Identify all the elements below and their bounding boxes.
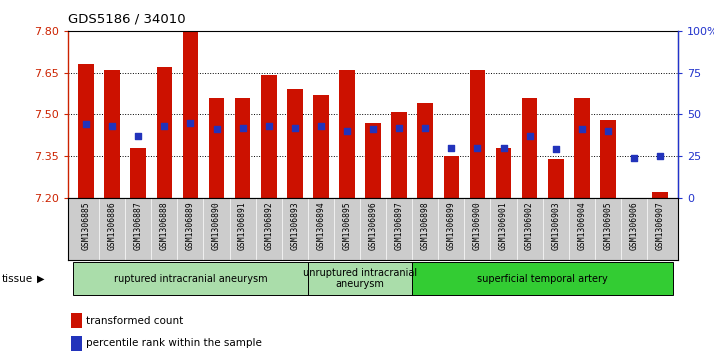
Point [420,125,431,131]
Bar [496,148,511,198]
Text: GSM1306905: GSM1306905 [603,201,613,250]
Point [628,155,640,161]
Text: GSM1306896: GSM1306896 [368,201,378,250]
Point [315,123,326,129]
Bar [71,336,82,351]
Point [367,126,378,132]
Text: GSM1306897: GSM1306897 [395,201,403,250]
Text: percentile rank within the sample: percentile rank within the sample [86,338,262,348]
Bar [79,64,94,198]
Bar [366,123,381,198]
Point [576,126,588,132]
Bar [287,89,303,198]
Text: transformed count: transformed count [86,316,183,326]
Bar [313,95,328,198]
Bar [104,70,120,198]
Point [550,147,561,152]
Bar [339,70,355,198]
Text: GSM1306890: GSM1306890 [212,201,221,250]
Point [237,125,248,131]
Text: GSM1306894: GSM1306894 [316,201,326,250]
Bar [600,120,615,198]
Bar [470,70,486,198]
Point [211,126,222,132]
Text: GSM1306907: GSM1306907 [655,201,665,250]
Text: GSM1306904: GSM1306904 [578,201,586,250]
Bar [235,98,251,198]
FancyBboxPatch shape [73,262,308,295]
Text: unruptured intracranial
aneurysm: unruptured intracranial aneurysm [303,268,417,289]
Text: GSM1306906: GSM1306906 [630,201,638,250]
Bar [183,31,198,198]
Text: GSM1306898: GSM1306898 [421,201,430,250]
Point [106,123,118,129]
Bar [548,159,563,198]
Text: GSM1306903: GSM1306903 [551,201,560,250]
Text: GDS5186 / 34010: GDS5186 / 34010 [68,13,186,26]
Text: GSM1306887: GSM1306887 [134,201,143,250]
Point [602,128,613,134]
Text: GSM1306899: GSM1306899 [447,201,456,250]
Bar [391,111,407,198]
Text: tissue: tissue [2,274,34,284]
Text: GSM1306888: GSM1306888 [160,201,169,250]
Point [263,123,274,129]
Point [498,145,509,151]
Text: GSM1306901: GSM1306901 [499,201,508,250]
Text: GSM1306889: GSM1306889 [186,201,195,250]
Point [393,125,405,131]
Point [524,133,536,139]
Text: GSM1306885: GSM1306885 [81,201,91,250]
Bar [131,148,146,198]
Bar [522,98,538,198]
Point [185,120,196,126]
Bar [156,67,172,198]
Point [289,125,301,131]
Bar [261,76,276,198]
Point [133,133,144,139]
Text: GSM1306886: GSM1306886 [108,201,116,250]
Bar [418,103,433,198]
Text: ruptured intracranial aneurysm: ruptured intracranial aneurysm [114,274,267,284]
Text: GSM1306902: GSM1306902 [525,201,534,250]
Bar [71,313,82,329]
Text: GSM1306891: GSM1306891 [238,201,247,250]
Point [472,145,483,151]
Text: GSM1306893: GSM1306893 [291,201,299,250]
FancyBboxPatch shape [308,262,412,295]
FancyBboxPatch shape [412,262,673,295]
Text: ▶: ▶ [37,274,45,284]
Point [654,153,665,159]
Bar [652,192,668,198]
Bar [574,98,590,198]
Text: GSM1306900: GSM1306900 [473,201,482,250]
Text: superficial temporal artery: superficial temporal artery [477,274,608,284]
Point [341,128,353,134]
Bar [443,156,459,198]
Text: GSM1306895: GSM1306895 [343,201,351,250]
Point [81,122,92,127]
Point [159,123,170,129]
Point [446,145,457,151]
Text: GSM1306892: GSM1306892 [264,201,273,250]
Bar [208,98,224,198]
